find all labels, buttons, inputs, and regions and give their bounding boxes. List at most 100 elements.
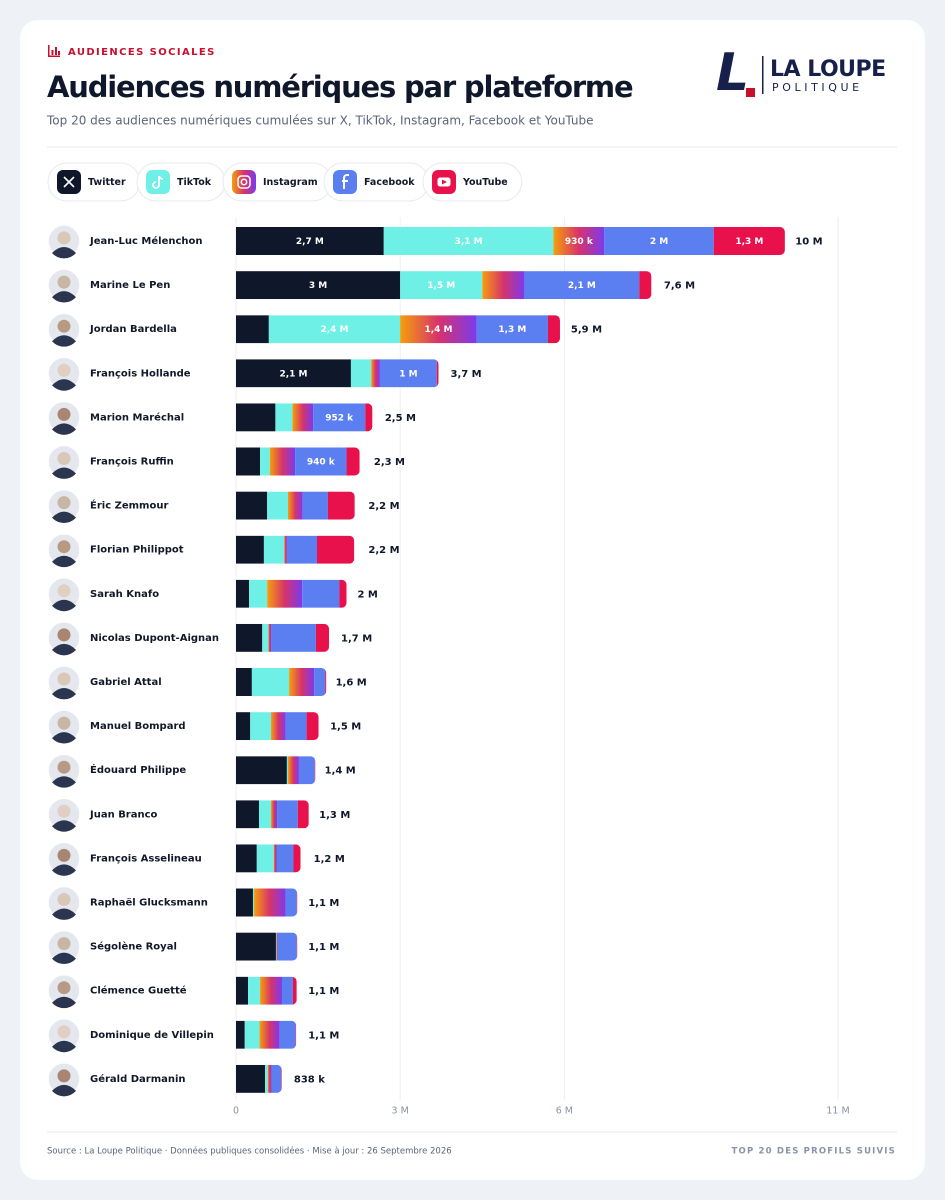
bar-segment bbox=[400, 315, 477, 344]
bar-stack bbox=[236, 888, 298, 917]
bar-segment bbox=[236, 535, 264, 564]
segment-label: 3 M bbox=[309, 281, 327, 291]
category-label: Éric Zemmour bbox=[90, 499, 168, 512]
bar-segment bbox=[244, 1020, 260, 1049]
segment-label: 2,1 M bbox=[279, 369, 307, 379]
logo-dot bbox=[746, 88, 755, 97]
total-label: 1,5 M bbox=[330, 722, 361, 733]
bar-stack bbox=[236, 976, 297, 1005]
bar-segment bbox=[316, 535, 355, 564]
bar-segment bbox=[236, 844, 257, 873]
avatar-body bbox=[52, 379, 76, 391]
bar-segment bbox=[400, 271, 483, 300]
bar-segment bbox=[236, 976, 249, 1005]
avatar-head bbox=[57, 1069, 71, 1083]
bar-segment bbox=[268, 315, 401, 344]
segment-label: 1,3 M bbox=[498, 325, 526, 335]
legend-icon bbox=[232, 170, 256, 194]
icon-glyph bbox=[237, 175, 251, 189]
avatar-body bbox=[52, 908, 76, 920]
avatar-head bbox=[57, 981, 71, 995]
bar-segment bbox=[236, 1064, 266, 1093]
legend-label: TikTok bbox=[177, 177, 212, 188]
bar-segment bbox=[236, 403, 276, 432]
total-label: 3,7 M bbox=[450, 369, 481, 380]
bar-segment bbox=[260, 976, 282, 1005]
bar-segment bbox=[296, 888, 298, 917]
avatar-body bbox=[52, 1040, 76, 1053]
bar-segment bbox=[236, 579, 250, 608]
legend-label: Instagram bbox=[263, 177, 318, 188]
avatar-head bbox=[57, 540, 71, 554]
bar-segment bbox=[252, 888, 255, 917]
bar-segment bbox=[277, 800, 298, 829]
bar-segment bbox=[262, 623, 269, 652]
legend-icon bbox=[146, 170, 170, 194]
bar-segment bbox=[285, 712, 307, 741]
bar-segment bbox=[271, 623, 316, 652]
bar-segment bbox=[553, 227, 605, 255]
bar-stack bbox=[236, 491, 355, 520]
avatar-body bbox=[52, 599, 76, 612]
avatar-head bbox=[57, 496, 71, 510]
avatar-body bbox=[52, 511, 76, 524]
icon-glyph bbox=[240, 178, 248, 186]
total-label: 1,1 M bbox=[308, 1030, 339, 1041]
bar-segment bbox=[302, 491, 328, 520]
bar-segment bbox=[302, 579, 340, 608]
bar-stack bbox=[236, 756, 316, 785]
logo-divider bbox=[762, 56, 764, 94]
logo-name: LA LOUPE bbox=[770, 57, 886, 82]
bar-segment bbox=[249, 579, 268, 608]
bar-segment bbox=[295, 1020, 297, 1049]
avatar-head bbox=[57, 319, 71, 333]
bar-segment bbox=[713, 227, 785, 255]
category-label: Nicolas Dupont-Aignan bbox=[90, 633, 219, 644]
bar-stack bbox=[236, 623, 330, 652]
avatar-head bbox=[57, 716, 71, 730]
bar-stack bbox=[236, 1064, 282, 1093]
avatar-head bbox=[57, 584, 71, 598]
bar-segment bbox=[298, 756, 315, 785]
total-label: 1,2 M bbox=[314, 854, 345, 865]
bar-segment bbox=[279, 1020, 296, 1049]
bar-stack bbox=[236, 535, 355, 564]
bar-segment bbox=[315, 623, 330, 652]
avatar-body bbox=[52, 423, 76, 435]
category-label: Édouard Philippe bbox=[90, 763, 186, 776]
bar-segment bbox=[436, 359, 439, 388]
bar-segment bbox=[287, 756, 299, 785]
bar-segment bbox=[267, 579, 303, 608]
total-label: 1,4 M bbox=[325, 766, 356, 777]
bar-segment bbox=[254, 888, 286, 917]
segment-label: 1 M bbox=[399, 369, 417, 379]
total-label: 1,1 M bbox=[308, 986, 339, 997]
bar-stack bbox=[236, 579, 347, 608]
avatar-body bbox=[52, 996, 76, 1009]
avatar-head bbox=[57, 760, 71, 774]
bar-segment bbox=[286, 535, 317, 564]
segment-label: 2,1 M bbox=[568, 281, 596, 291]
bar-segment bbox=[313, 403, 366, 432]
bar-segment bbox=[292, 976, 297, 1005]
bar-segment bbox=[281, 976, 293, 1005]
bar-segment bbox=[286, 756, 288, 785]
avatar-body bbox=[52, 643, 76, 656]
icon-glyph bbox=[342, 174, 349, 189]
segment-label: 1,3 M bbox=[735, 237, 763, 247]
chart-title: Audiences numériques par plateforme bbox=[47, 70, 633, 104]
total-label: 2,3 M bbox=[374, 457, 405, 468]
avatar-head bbox=[57, 893, 71, 906]
avatar-head bbox=[57, 407, 71, 421]
total-label: 5,9 M bbox=[571, 325, 602, 336]
legend-label: Twitter bbox=[88, 177, 126, 188]
footer-note: TOP 20 DES PROFILS SUIVIS bbox=[732, 1147, 896, 1157]
bar-stack bbox=[236, 227, 785, 255]
category-label: Florian Philippot bbox=[90, 545, 184, 556]
bar-segment bbox=[276, 932, 278, 961]
bar-segment bbox=[236, 1020, 245, 1049]
total-label: 1,3 M bbox=[319, 810, 350, 821]
bar-segment bbox=[327, 491, 355, 520]
bar-segment bbox=[482, 271, 525, 300]
